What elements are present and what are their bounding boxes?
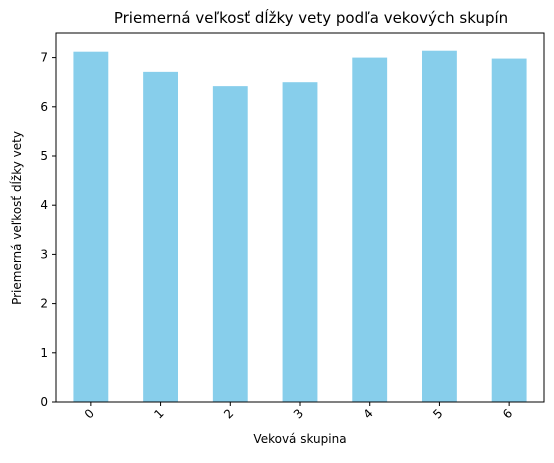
chart-title: Priemerná veľkosť dĺžky vety podľa vekov…	[114, 8, 508, 27]
y-tick-label: 2	[40, 297, 48, 311]
y-tick-label: 1	[40, 346, 48, 360]
bar-4	[352, 57, 388, 402]
y-tick-label: 7	[40, 51, 48, 65]
x-axis-label: Veková skupina	[253, 432, 346, 446]
y-tick-label: 6	[40, 100, 48, 114]
y-tick-label: 0	[40, 395, 48, 409]
bar-2	[212, 86, 248, 403]
y-tick-label: 5	[40, 149, 48, 163]
y-tick-label: 4	[40, 198, 48, 212]
y-ticks-group: 0 1 2 3 4 5 6 7	[40, 51, 56, 409]
y-axis-label: Priemerná veľkosť dĺžky vety	[9, 131, 24, 305]
plot-frame	[55, 32, 545, 403]
bar-6	[491, 58, 527, 403]
bar-1	[143, 71, 178, 403]
bar-3	[282, 82, 318, 402]
bar-0	[73, 51, 109, 403]
bar-5	[422, 50, 457, 402]
bars-group	[73, 50, 527, 403]
y-tick-label: 3	[40, 247, 48, 261]
